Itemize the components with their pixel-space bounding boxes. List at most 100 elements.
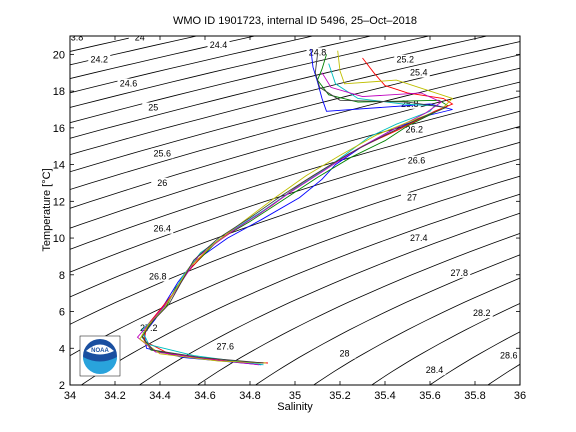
density-contour [70,158,520,325]
y-tick-label: 14 [53,160,65,172]
contour-label: 28 [339,349,349,359]
contour-label-bg [151,177,174,188]
y-tick-label: 10 [53,233,65,245]
y-tick-label: 2 [59,380,65,392]
contour-label-bg [333,348,356,359]
density-contour [313,277,520,385]
profile-line-4 [141,63,436,366]
density-contour [70,36,199,66]
contour-label-bg [401,192,423,203]
contour-label-bg [128,36,151,43]
density-contour [70,36,373,108]
profile-line-2 [141,54,449,364]
x-tick-label: 34.8 [239,390,260,402]
density-contour [70,110,520,250]
contour-label: 24.4 [210,40,228,50]
profile-line-5 [136,72,443,366]
contour-label: 27 [407,192,417,202]
y-tick-label: 6 [59,307,65,319]
y-axis: 2 4 6 8 10 12 14 16 18 20 [53,49,520,392]
contour-label-bg [306,47,329,58]
density-contour [70,54,520,173]
x-tick-label: 35.2 [329,390,350,402]
contour-label: 24 [135,33,145,43]
contour-label-bg [448,267,471,278]
y-tick-label: 12 [53,196,65,208]
density-contour [0,0,78,422]
contour-label: 26.2 [405,125,423,135]
x-tick-label: 35.6 [419,390,440,402]
contour-label: 26 [157,178,167,188]
contour-label-bg [214,341,237,352]
density-contour [70,41,520,156]
x-tick-label: 36 [514,390,526,402]
x-tick-label: 34 [64,390,76,402]
contour-label: 27.8 [450,268,468,278]
x-tick-label: 35.4 [374,390,395,402]
contour-label-bg [398,98,421,109]
contour-label-bg [117,78,140,89]
contour-label-bg [70,36,86,43]
profile-line-6 [139,50,454,364]
contour-label-bg [403,124,426,135]
contour-label-bg [88,54,111,65]
contour-label: 25.2 [396,55,414,65]
density-contour [70,36,257,79]
density-contour [70,36,431,124]
x-tick-label: 34.2 [104,390,125,402]
noaa-logo: NOAA [79,335,121,377]
contour-label: 24.6 [120,79,138,89]
density-contour [70,175,520,357]
contour-label: 26.6 [408,156,426,166]
density-contour-labels: 23.8 24 24.2 24.4 24.6 24.8 25 25.2 25.4 25.6 25.8… [66,33,520,376]
contour-label-bg [394,54,417,65]
contour-label: 27.4 [410,233,428,243]
density-contour [429,331,520,385]
contour-label-bg [142,102,165,113]
density-contour [138,212,520,385]
contour-label: 28.2 [473,308,491,318]
x-tick-label: 34.6 [194,390,215,402]
contour-label-bg [423,365,446,376]
contour-label-bg [146,271,169,282]
y-tick-label: 20 [53,49,65,61]
contour-label-bg [497,350,520,361]
contour-label: 24.2 [90,55,108,65]
contour-label: 26.8 [149,271,167,281]
contour-label-bg [407,67,430,78]
density-contour [196,232,520,385]
density-contour [70,126,520,273]
chart-title: WMO ID 1901723, internal ID 5496, 25–Oct… [173,15,417,27]
density-contour [371,303,520,385]
y-axis-label: Temperature [°C] [41,168,53,251]
contour-label: 23.8 [66,33,84,43]
x-tick-label: 34.4 [149,390,170,402]
contour-label: 25.6 [153,148,171,158]
contour-label: 25 [148,102,158,112]
contour-label-bg [151,148,174,159]
profile-series [136,48,454,366]
contour-label-bg [407,232,430,243]
contour-label: 24.8 [309,47,327,57]
contour-label-bg [470,308,493,319]
contour-label-bg [151,223,174,234]
contour-label: 28.4 [426,365,444,375]
x-tick-label: 35.8 [464,390,485,402]
density-contours [0,0,576,422]
contour-label: 28.6 [500,350,518,360]
y-tick-label: 16 [53,123,65,135]
density-contour [70,141,520,298]
x-axis: 34 34.2 34.4 34.6 34.8 35 35.2 35.4 35.6 35.8 36 [64,36,526,402]
density-contour [0,0,20,422]
svg-text:NOAA: NOAA [91,348,109,354]
y-tick-label: 4 [59,343,65,355]
x-axis-label: Salinity [277,401,313,413]
profile-line-1 [143,48,453,366]
density-contour [556,0,576,422]
y-tick-label: 18 [53,86,65,98]
contour-label-bg [405,155,428,166]
contour-label: 27.6 [216,341,234,351]
density-contour [70,67,520,190]
y-tick-label: 8 [59,270,65,282]
